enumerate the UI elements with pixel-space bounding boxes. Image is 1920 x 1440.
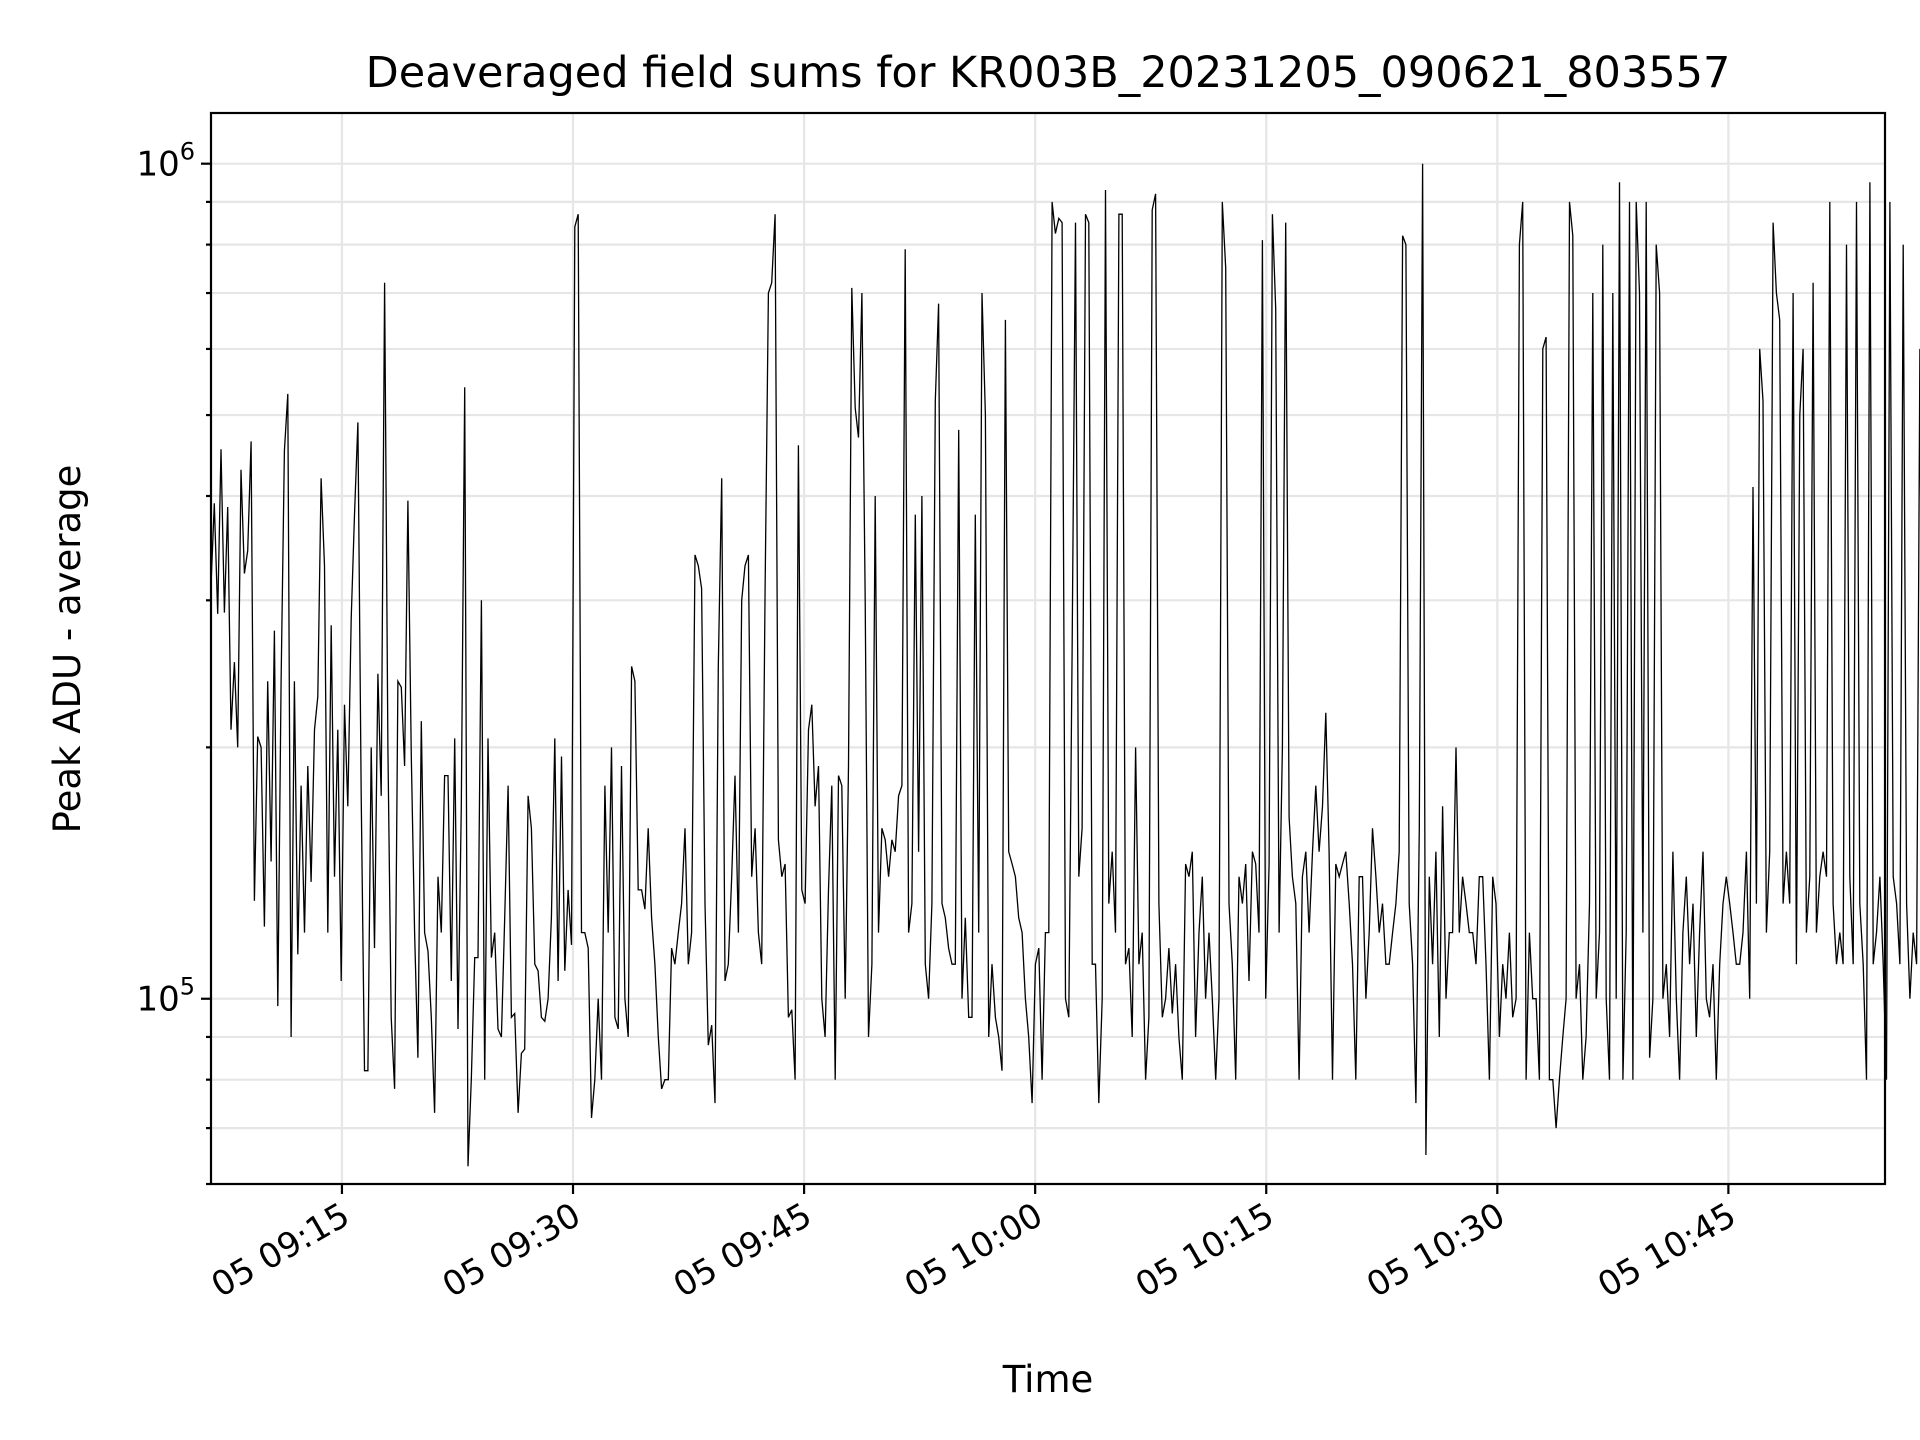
chart-title: Deaveraged field sums for KR003B_2023120…	[366, 48, 1731, 98]
x-axis-label: Time	[1002, 1358, 1094, 1401]
y-axis-label: Peak ADU - average	[46, 465, 89, 834]
plot-frame	[209, 111, 1887, 1186]
series-group	[210, 163, 1920, 1167]
y-tick-label: 106	[136, 138, 195, 185]
y-tick-label: 105	[136, 973, 195, 1020]
y-tick-label-base: 10	[136, 980, 179, 1020]
y-tick-label-base: 10	[136, 145, 179, 185]
series-line	[210, 163, 1920, 1167]
y-tick-label-exponent: 6	[180, 138, 195, 166]
y-tick-label-exponent: 5	[180, 973, 195, 1001]
